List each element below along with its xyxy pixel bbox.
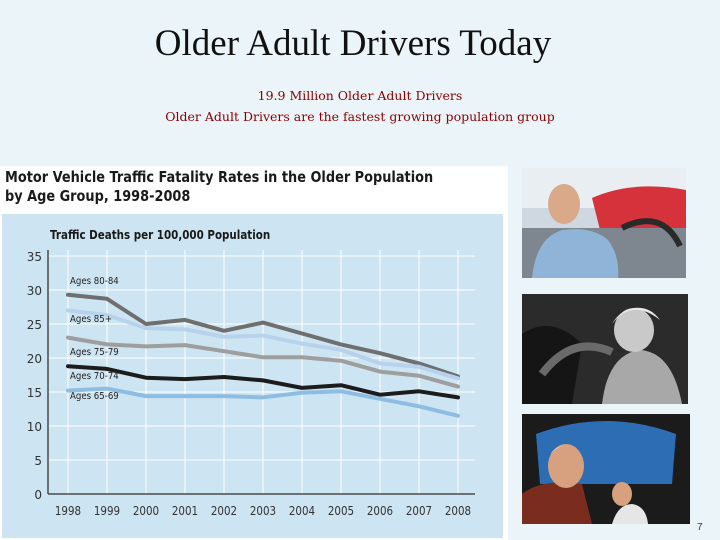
photo-older-man-driving [522,168,686,278]
x-tick-label-2006: 2006 [367,504,393,518]
x-tick-label-2007: 2007 [406,504,432,518]
slide-subtitle-drivers-count: 19.9 Million Older Adult Drivers [257,88,463,103]
slide-title: Older Adult Drivers Today [154,23,552,64]
y-tick-label-20: 20 [27,352,42,366]
x-tick-label-2002: 2002 [211,504,237,518]
page-number: 7 [697,522,703,533]
y-tick-label-30: 30 [27,284,42,298]
series-label-ages-80-84: Ages 80-84 [70,275,119,287]
x-tick-label-1999: 1999 [94,504,120,518]
series-label-ages-65-69: Ages 65-69 [70,390,119,402]
x-tick-label-2003: 2003 [250,504,276,518]
y-tick-label-35: 35 [27,250,42,264]
slide-subtitle-growth: Older Adult Drivers are the fastest grow… [165,109,555,124]
series-label-ages-85-: Ages 85+ [70,313,112,325]
photo-older-woman-driving-bw [522,294,688,404]
x-tick-label-2001: 2001 [172,504,198,518]
series-line-ages-75-79 [66,335,460,389]
y-tick-label-15: 15 [27,386,42,400]
fatality-rate-line-chart: 0 5 10 15 20 25 30 35 1998 1999 2000 2001 2002 2003 20… [27,250,475,518]
y-tick-label-5: 5 [34,454,42,468]
x-tick-label-2000: 2000 [133,504,159,518]
y-tick-label-25: 25 [27,318,42,332]
series-line-ages-80-84 [66,292,460,379]
photo-older-passengers-car [522,414,690,524]
x-tick-label-1998: 1998 [55,504,81,518]
y-tick-label-0: 0 [34,488,42,502]
chart-title: Motor Vehicle Traffic Fatality Rates in … [5,168,434,205]
x-tick-label-2005: 2005 [328,504,354,518]
y-axis-label: Traffic Deaths per 100,000 Population [50,228,271,242]
series-label-ages-75-79: Ages 75-79 [70,346,119,358]
x-tick-label-2004: 2004 [289,504,315,518]
y-tick-label-10: 10 [27,420,42,434]
series-line-ages-85- [66,308,460,381]
x-tick-label-2008: 2008 [445,504,471,518]
series-line-ages-65-69 [66,386,460,418]
chart-panel: Motor Vehicle Traffic Fatality Rates in … [0,166,508,540]
series-label-ages-70-74: Ages 70-74 [70,370,119,382]
series-line-ages-70-74 [66,364,460,400]
